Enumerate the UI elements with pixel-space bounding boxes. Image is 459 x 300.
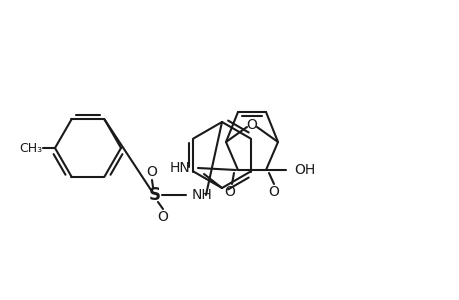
Text: CH₃: CH₃ [19, 142, 42, 154]
Text: O: O [224, 185, 235, 199]
Text: O: O [268, 185, 279, 199]
Text: O: O [146, 165, 157, 179]
Text: S: S [149, 186, 161, 204]
Text: O: O [246, 118, 257, 132]
Text: NH: NH [191, 188, 212, 202]
Text: HN: HN [169, 161, 190, 175]
Text: O: O [157, 210, 168, 224]
Text: OH: OH [293, 163, 314, 177]
